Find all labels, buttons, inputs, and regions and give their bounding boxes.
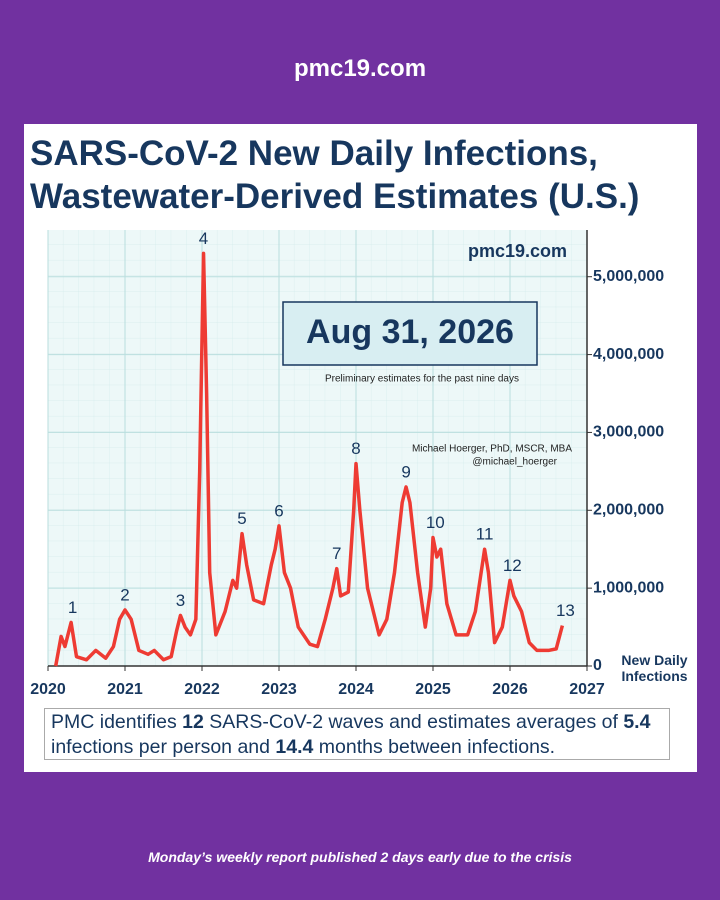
summary-number: 14.4	[275, 736, 314, 758]
wave-label: 7	[332, 544, 341, 563]
wave-label: 11	[476, 525, 494, 544]
summary-text: SARS-CoV-2 waves and estimates averages …	[209, 711, 618, 733]
site-name: pmc19.com	[293, 55, 427, 82]
wave-label: 3	[176, 591, 185, 610]
y-tick-label: 2,000,000	[593, 502, 664, 519]
infections-line	[53, 251, 565, 667]
handle: @michael_hoerger	[472, 457, 557, 468]
wave-label: 10	[426, 513, 445, 532]
x-tick-label: 2024	[338, 681, 374, 698]
wave-label: 6	[274, 501, 283, 520]
wave-label: 1	[68, 598, 77, 617]
wave-label: 5	[237, 509, 246, 528]
y-tick-label: 5,000,000	[593, 268, 664, 285]
x-tick-label: 2025	[415, 681, 451, 698]
summary-number: 12	[182, 711, 204, 733]
summary-text: months between infections.	[318, 736, 556, 758]
y-tick-label: 3,000,000	[593, 424, 664, 441]
wave-label: 2	[120, 585, 129, 604]
summary-text: PMC identifies	[51, 711, 177, 733]
footer-note: Monday’s weekly report published 2 days …	[148, 849, 572, 865]
x-tick-label: 2023	[261, 681, 297, 698]
chart-title: SARS-CoV-2 New Daily Infections, Wastewa…	[30, 134, 640, 216]
y-tick-label: 0	[593, 657, 602, 674]
summary-text: infections per person and	[51, 736, 270, 758]
x-tick-label: 2020	[30, 681, 66, 698]
summary: PMC identifies 12 SARS-CoV-2 waves and e…	[44, 708, 670, 760]
x-tick-label: 2026	[492, 681, 528, 698]
wave-label: 4	[199, 229, 208, 248]
x-tick-label: 2027	[569, 681, 605, 698]
y-tick-label: 4,000,000	[593, 346, 664, 363]
wave-label: 8	[351, 439, 360, 458]
wave-label: 13	[556, 601, 575, 620]
author: Michael Hoerger, PhD, MSCR, MBA	[412, 444, 572, 455]
watermark: pmc19.com	[468, 241, 567, 261]
y-tick-label: 1,000,000	[593, 579, 664, 596]
date-box	[282, 301, 538, 366]
date: Aug 31, 2026	[306, 313, 514, 351]
summary-number: 5.4	[623, 711, 651, 733]
x-tick-label: 2022	[184, 681, 220, 698]
wave-label: 12	[503, 556, 522, 575]
date-note: Preliminary estimates for the past nine …	[325, 374, 519, 385]
x-tick-label: 2021	[107, 681, 143, 698]
y-axis-label: New Daily Infections	[621, 652, 688, 684]
wave-label: 9	[401, 462, 410, 481]
